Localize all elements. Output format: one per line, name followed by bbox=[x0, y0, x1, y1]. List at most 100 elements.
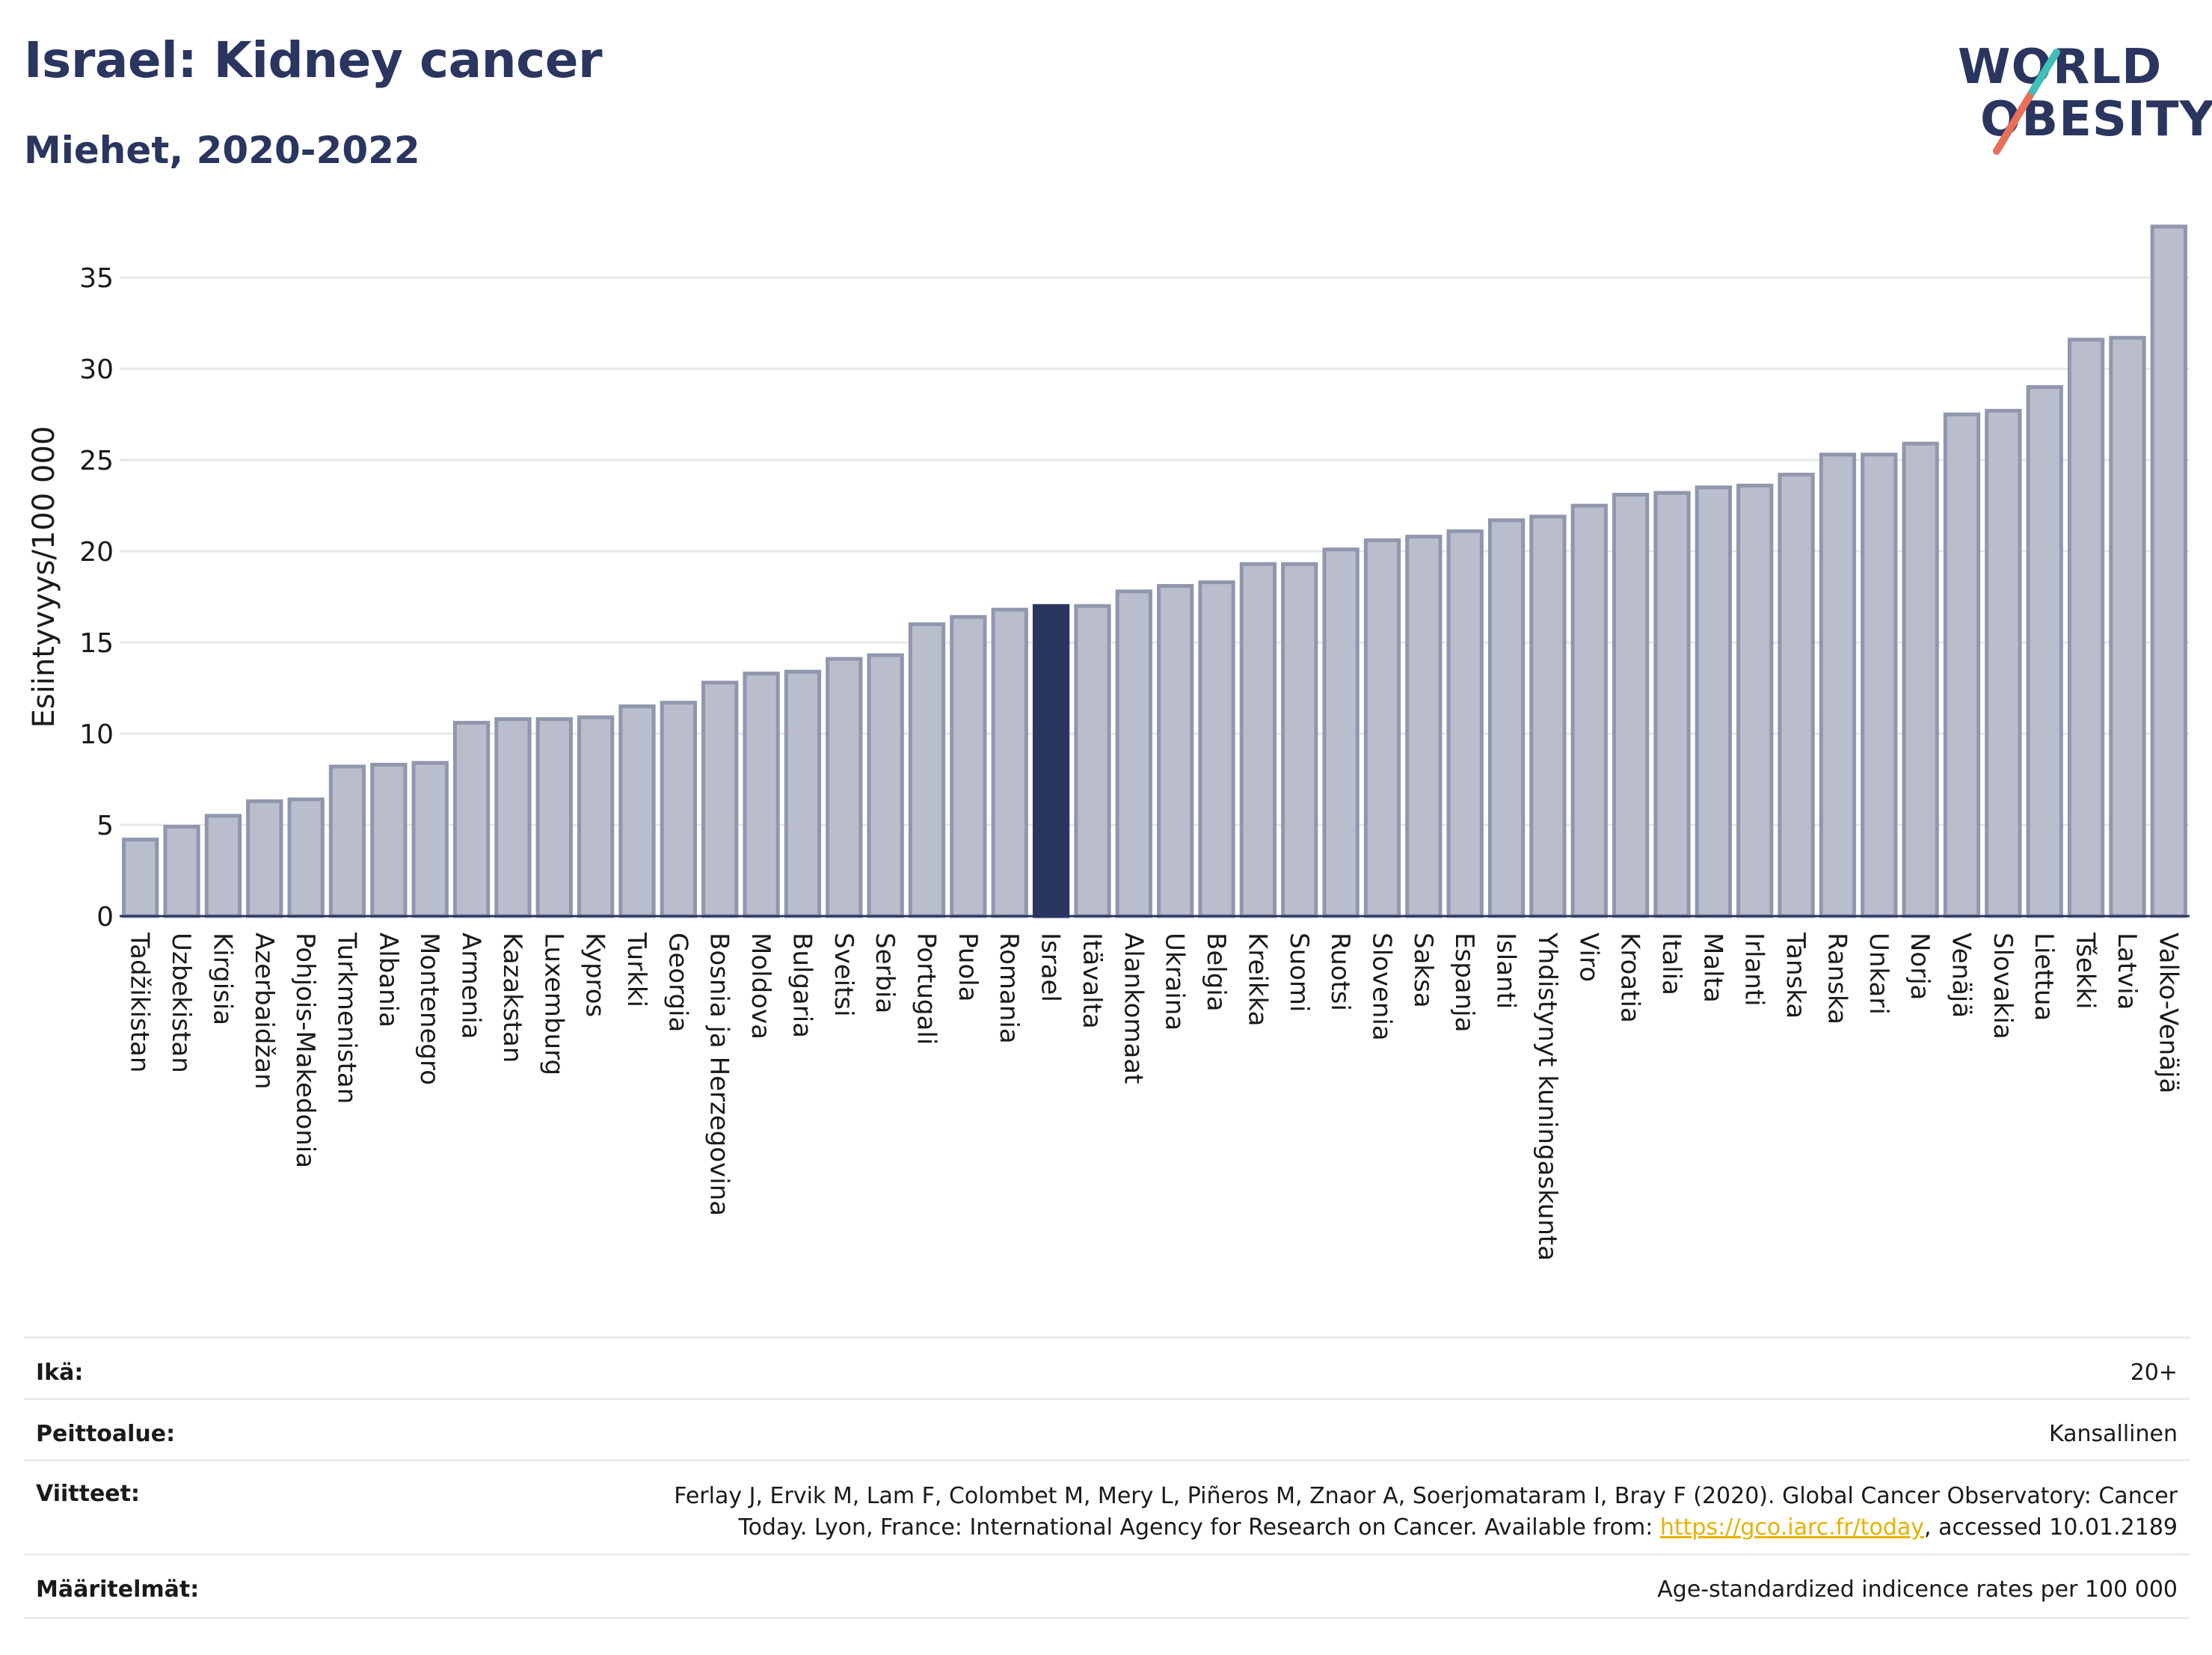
bar bbox=[1115, 589, 1152, 918]
meta-row-references: Viitteet: Ferlay J, Ervik M, Lam F, Colo… bbox=[24, 1459, 2190, 1556]
x-tick-label: Uzbekistan bbox=[166, 933, 196, 1073]
y-tick-label: 20 bbox=[79, 537, 114, 568]
bar bbox=[2150, 224, 2187, 918]
bar bbox=[1198, 580, 1235, 918]
bar bbox=[1819, 452, 1857, 918]
bar bbox=[452, 720, 491, 918]
x-tick-label: Georgia bbox=[663, 933, 692, 1032]
x-tick-label: Slovakia bbox=[1988, 933, 2018, 1040]
bar bbox=[1074, 604, 1111, 918]
x-tick-label: Bosnia ja Herzegovina bbox=[704, 933, 734, 1216]
references-label: Viitteet: bbox=[36, 1481, 140, 1507]
bar bbox=[1405, 535, 1443, 918]
references-line-2: Today. Lyon, France: International Agenc… bbox=[674, 1512, 2178, 1544]
bar bbox=[908, 622, 946, 918]
bar bbox=[1736, 483, 1774, 918]
x-tick-label: Sveitsi bbox=[829, 933, 858, 1017]
x-tick-label: Puola bbox=[953, 933, 983, 1002]
x-tick-label: Kreikka bbox=[1242, 933, 1272, 1027]
bar bbox=[577, 715, 615, 918]
x-tick-label: Yhdistynyt kuningaskunta bbox=[1532, 932, 1562, 1261]
definitions-value: Age-standardized indicence rates per 100… bbox=[1657, 1576, 2178, 1603]
bar-chart: 0 5 10 15 20 25 30 35 Tadžikistan Uzbekistan Kirg… bbox=[27, 224, 2190, 1261]
bar bbox=[1487, 518, 1526, 918]
y-tick-label: 30 bbox=[79, 354, 114, 385]
bar bbox=[1902, 441, 1939, 918]
bar bbox=[1861, 452, 1898, 918]
x-tick-label: Liettua bbox=[2029, 933, 2059, 1021]
x-tick-label: Luxemburg bbox=[538, 933, 568, 1075]
logo-slash-icon bbox=[1993, 49, 2060, 155]
x-tick-label: Moldova bbox=[746, 933, 775, 1040]
x-tick-label: Israel bbox=[1036, 933, 1066, 1002]
world-obesity-logo: WORLD OBESITY bbox=[1944, 22, 2212, 157]
coverage-value: Kansallinen bbox=[2048, 1421, 2178, 1447]
x-tick-label: Norja bbox=[1905, 933, 1935, 1001]
x-tick-label: Turkmenistan bbox=[331, 932, 361, 1104]
chart-title: Israel: Kidney cancer bbox=[24, 31, 603, 89]
x-tick-label: Venäjä bbox=[1947, 933, 1976, 1018]
bar bbox=[660, 701, 698, 918]
bar bbox=[1612, 492, 1650, 918]
bar bbox=[1778, 473, 1815, 918]
x-tick-label: Tadžikistan bbox=[125, 932, 155, 1072]
bar bbox=[287, 797, 325, 918]
x-tick-label: Unkari bbox=[1864, 933, 1893, 1015]
x-tick-label: Ruotsi bbox=[1325, 933, 1355, 1011]
references-line-1: Ferlay J, Ervik M, Lam F, Colombet M, Me… bbox=[674, 1483, 2178, 1509]
bar bbox=[867, 653, 904, 918]
bar bbox=[826, 657, 863, 918]
chart-subtitle: Miehet, 2020-2022 bbox=[24, 129, 420, 172]
bar bbox=[2026, 385, 2063, 918]
bar bbox=[163, 824, 200, 918]
x-axis-labels: Tadžikistan Uzbekistan Kirgisia Azerbaidžan… bbox=[125, 932, 2184, 1261]
age-label: Ikä: bbox=[36, 1360, 84, 1386]
bar bbox=[1985, 408, 2022, 918]
references-link[interactable]: https://gco.iarc.fr/today bbox=[1659, 1514, 1925, 1541]
bar bbox=[1943, 412, 1981, 918]
bar bbox=[370, 763, 408, 918]
x-tick-label: Irlanti bbox=[1739, 933, 1769, 1007]
x-tick-label: Pohjois-Makedonia bbox=[290, 933, 320, 1168]
bar bbox=[991, 607, 1028, 918]
x-tick-label: Italia bbox=[1656, 933, 1686, 995]
x-tick-label: Montenegro bbox=[414, 933, 444, 1085]
x-tick-label: Kypros bbox=[580, 933, 610, 1017]
x-tick-label: Espanja bbox=[1449, 933, 1479, 1032]
bar bbox=[618, 704, 656, 918]
x-tick-label: Viro bbox=[1573, 933, 1603, 982]
x-tick-label: Alankomaat bbox=[1118, 933, 1148, 1084]
x-tick-label: Bulgaria bbox=[787, 933, 817, 1038]
bar bbox=[1653, 491, 1691, 918]
x-tick-label: Serbia bbox=[870, 933, 900, 1013]
y-tick-label: 35 bbox=[79, 263, 114, 294]
bars bbox=[122, 224, 2187, 918]
y-axis-label: Esiintyvyys/100 000 bbox=[27, 426, 61, 728]
x-tick-label: Malta bbox=[1698, 933, 1727, 1003]
bar bbox=[246, 799, 283, 918]
bar bbox=[1281, 562, 1318, 918]
x-tick-label: Ukraina bbox=[1160, 933, 1190, 1031]
bar bbox=[1239, 562, 1277, 918]
y-axis-ticks: 0 5 10 15 20 25 30 35 bbox=[79, 263, 114, 933]
bar bbox=[1570, 503, 1608, 918]
y-tick-label: 5 bbox=[96, 811, 114, 841]
y-tick-label: 0 bbox=[96, 902, 114, 933]
references-text: Today. Lyon, France: International Agenc… bbox=[738, 1514, 1660, 1541]
bar bbox=[1695, 485, 1733, 918]
bar bbox=[1322, 547, 1360, 918]
x-tick-label: Latvia bbox=[2112, 933, 2142, 1010]
bar bbox=[535, 717, 573, 918]
x-tick-label: Kroatia bbox=[1615, 933, 1645, 1023]
bar-highlight bbox=[1032, 604, 1070, 918]
x-tick-label: Valko-Venäjä bbox=[2153, 933, 2183, 1093]
x-tick-label: Belgia bbox=[1201, 933, 1231, 1012]
bar bbox=[950, 615, 987, 918]
bar bbox=[122, 838, 159, 918]
bar bbox=[743, 672, 780, 918]
y-tick-label: 15 bbox=[79, 628, 114, 659]
meta-row-age: Ikä: 20+ bbox=[24, 1336, 2190, 1400]
bar bbox=[1363, 538, 1401, 918]
coverage-label: Peittoalue: bbox=[36, 1421, 176, 1447]
x-tick-label: Ranska bbox=[1822, 933, 1852, 1025]
